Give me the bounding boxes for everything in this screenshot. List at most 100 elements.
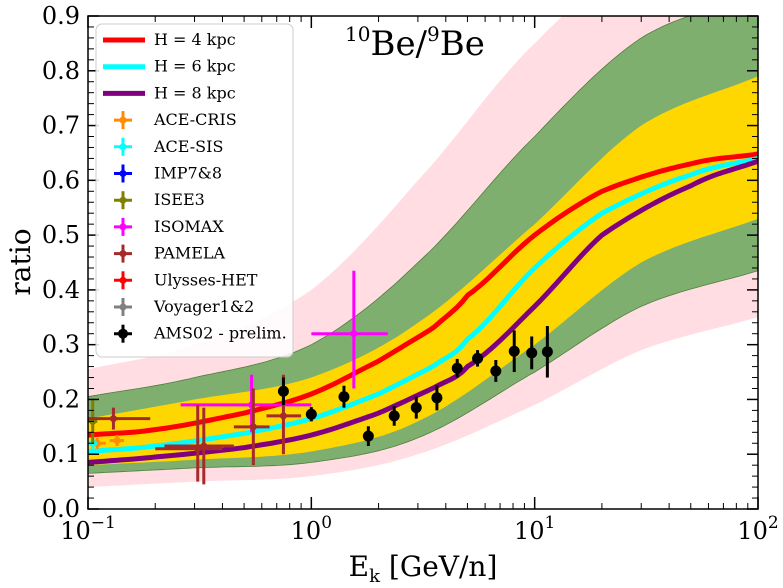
- data-point-8-11: [526, 336, 538, 370]
- title-sup-1: 10: [345, 22, 370, 46]
- svg-text:10Be/9Be: 10Be/9Be: [345, 22, 485, 64]
- band-2: [88, 76, 758, 466]
- data-point-8-1: [305, 407, 317, 422]
- data-marker: [362, 430, 374, 442]
- data-marker: [541, 346, 553, 358]
- legend-item-series-1: H = 6 kpc: [103, 57, 236, 76]
- y-tick-label: 0.5: [42, 221, 80, 249]
- legend-marker-dot: [119, 303, 127, 311]
- data-marker: [249, 423, 257, 431]
- data-point-8-10: [508, 330, 520, 373]
- data-marker: [200, 442, 208, 450]
- legend-item-series-0: H = 4 kpc: [103, 30, 236, 49]
- y-tick-label: 0.3: [42, 331, 80, 359]
- y-tick-label: 0.1: [42, 440, 80, 468]
- legend-item-dataset-8: AMS02 - prelim.: [114, 324, 287, 343]
- data-marker: [350, 330, 358, 338]
- data-point-8-0: [277, 377, 289, 405]
- legend-label: AMS02 - prelim.: [153, 324, 287, 343]
- data-marker: [109, 415, 117, 423]
- legend-marker-dot: [119, 250, 127, 258]
- legend-label: PAMELA: [154, 244, 226, 263]
- data-point-8-8: [472, 350, 484, 367]
- x-tick-label: 10−1: [60, 513, 116, 545]
- legend-box: [95, 23, 294, 358]
- y-tick-label: 0.8: [42, 57, 80, 85]
- legend-label: Ulysses-HET: [154, 270, 258, 289]
- title-sup-2: 9: [427, 22, 440, 46]
- legend-label: H = 4 kpc: [154, 30, 236, 49]
- data-point-8-7: [451, 358, 463, 378]
- legend-marker-dot: [119, 143, 127, 151]
- data-marker: [388, 410, 400, 422]
- legend-marker-dot: [118, 328, 128, 339]
- y-tick-label: 0.4: [42, 276, 80, 304]
- data-point-8-12: [541, 326, 553, 378]
- x-axis-label-main: E: [349, 550, 369, 583]
- legend-label: ACE-SIS: [153, 137, 223, 156]
- data-marker: [526, 347, 538, 359]
- legend-marker-dot: [119, 276, 127, 284]
- legend: H = 4 kpc H = 6 kpc H = 8 kpc ACE-CRIS ACE-S…: [95, 23, 294, 358]
- x-axis-label-sub: k: [369, 566, 381, 587]
- legend-label: H = 6 kpc: [154, 57, 236, 76]
- y-tick-label: 0.2: [42, 385, 80, 413]
- data-point-8-5: [410, 396, 422, 419]
- legend-marker-dot: [119, 196, 127, 204]
- legend-label: IMP7&8: [154, 164, 222, 183]
- data-point-8-4: [388, 406, 400, 426]
- data-marker: [490, 365, 502, 377]
- series-line-0: [88, 151, 758, 438]
- legend-item-series-2: H = 8 kpc: [103, 83, 236, 102]
- data-marker: [277, 385, 289, 397]
- data-marker: [113, 437, 121, 445]
- legend-item-dataset-7: Voyager1&2: [114, 297, 254, 316]
- y-tick-label: 0.0: [42, 495, 80, 523]
- y-tick-label: 0.9: [42, 2, 80, 30]
- legend-marker-dot: [119, 170, 127, 177]
- data-marker: [305, 408, 317, 420]
- data-marker: [472, 352, 484, 364]
- legend-label: Voyager1&2: [153, 297, 254, 316]
- title-main-tail: Be: [440, 24, 485, 64]
- legend-label: H = 8 kpc: [154, 83, 236, 102]
- data-marker: [338, 391, 350, 403]
- chart-title: 10Be/9Be: [345, 22, 485, 64]
- data-marker: [410, 402, 422, 414]
- x-axis-label: Ek [GeV/n]: [349, 550, 498, 587]
- legend-item-dataset-2: IMP7&8: [114, 164, 222, 183]
- legend-label: ISEE3: [154, 190, 205, 209]
- data-point-5-3: [233, 388, 270, 466]
- x-axis-label-tail: [GeV/n]: [380, 550, 497, 583]
- data-marker: [508, 345, 520, 357]
- x-tick-label: 100: [291, 513, 332, 545]
- data-point-5-2: [164, 407, 234, 485]
- data-point-0-1: [109, 435, 125, 447]
- title-main: Be/: [370, 24, 427, 64]
- y-axis-label: ratio: [4, 228, 37, 295]
- y-tick-label: 0.6: [42, 166, 80, 194]
- legend-item-dataset-0: ACE-CRIS: [114, 110, 237, 130]
- data-marker: [279, 412, 287, 420]
- legend-item-dataset-1: ACE-SIS: [114, 137, 223, 156]
- legend-marker-dot: [119, 116, 127, 124]
- x-tick-label: 102: [737, 513, 778, 545]
- legend-label: ISOMAX: [154, 217, 224, 236]
- data-point-8-3: [362, 426, 374, 447]
- legend-label: ACE-CRIS: [153, 110, 237, 129]
- band-1: [88, 16, 758, 474]
- y-tick-label: 0.7: [42, 112, 80, 140]
- legend-marker-dot: [119, 223, 127, 231]
- legend-item-dataset-4: ISOMAX: [114, 217, 224, 236]
- legend-item-dataset-6: Ulysses-HET: [114, 270, 258, 290]
- data-marker: [451, 362, 463, 374]
- data-point-4-1: [311, 270, 388, 389]
- x-tick-label: 101: [514, 513, 555, 545]
- plot-frame: [87, 15, 759, 510]
- data-point-8-9: [490, 360, 502, 382]
- series-line-2: [88, 158, 758, 465]
- data-point-8-6: [431, 385, 443, 411]
- data-point-5-0: [88, 407, 151, 430]
- legend-item-dataset-5: PAMELA: [114, 244, 226, 263]
